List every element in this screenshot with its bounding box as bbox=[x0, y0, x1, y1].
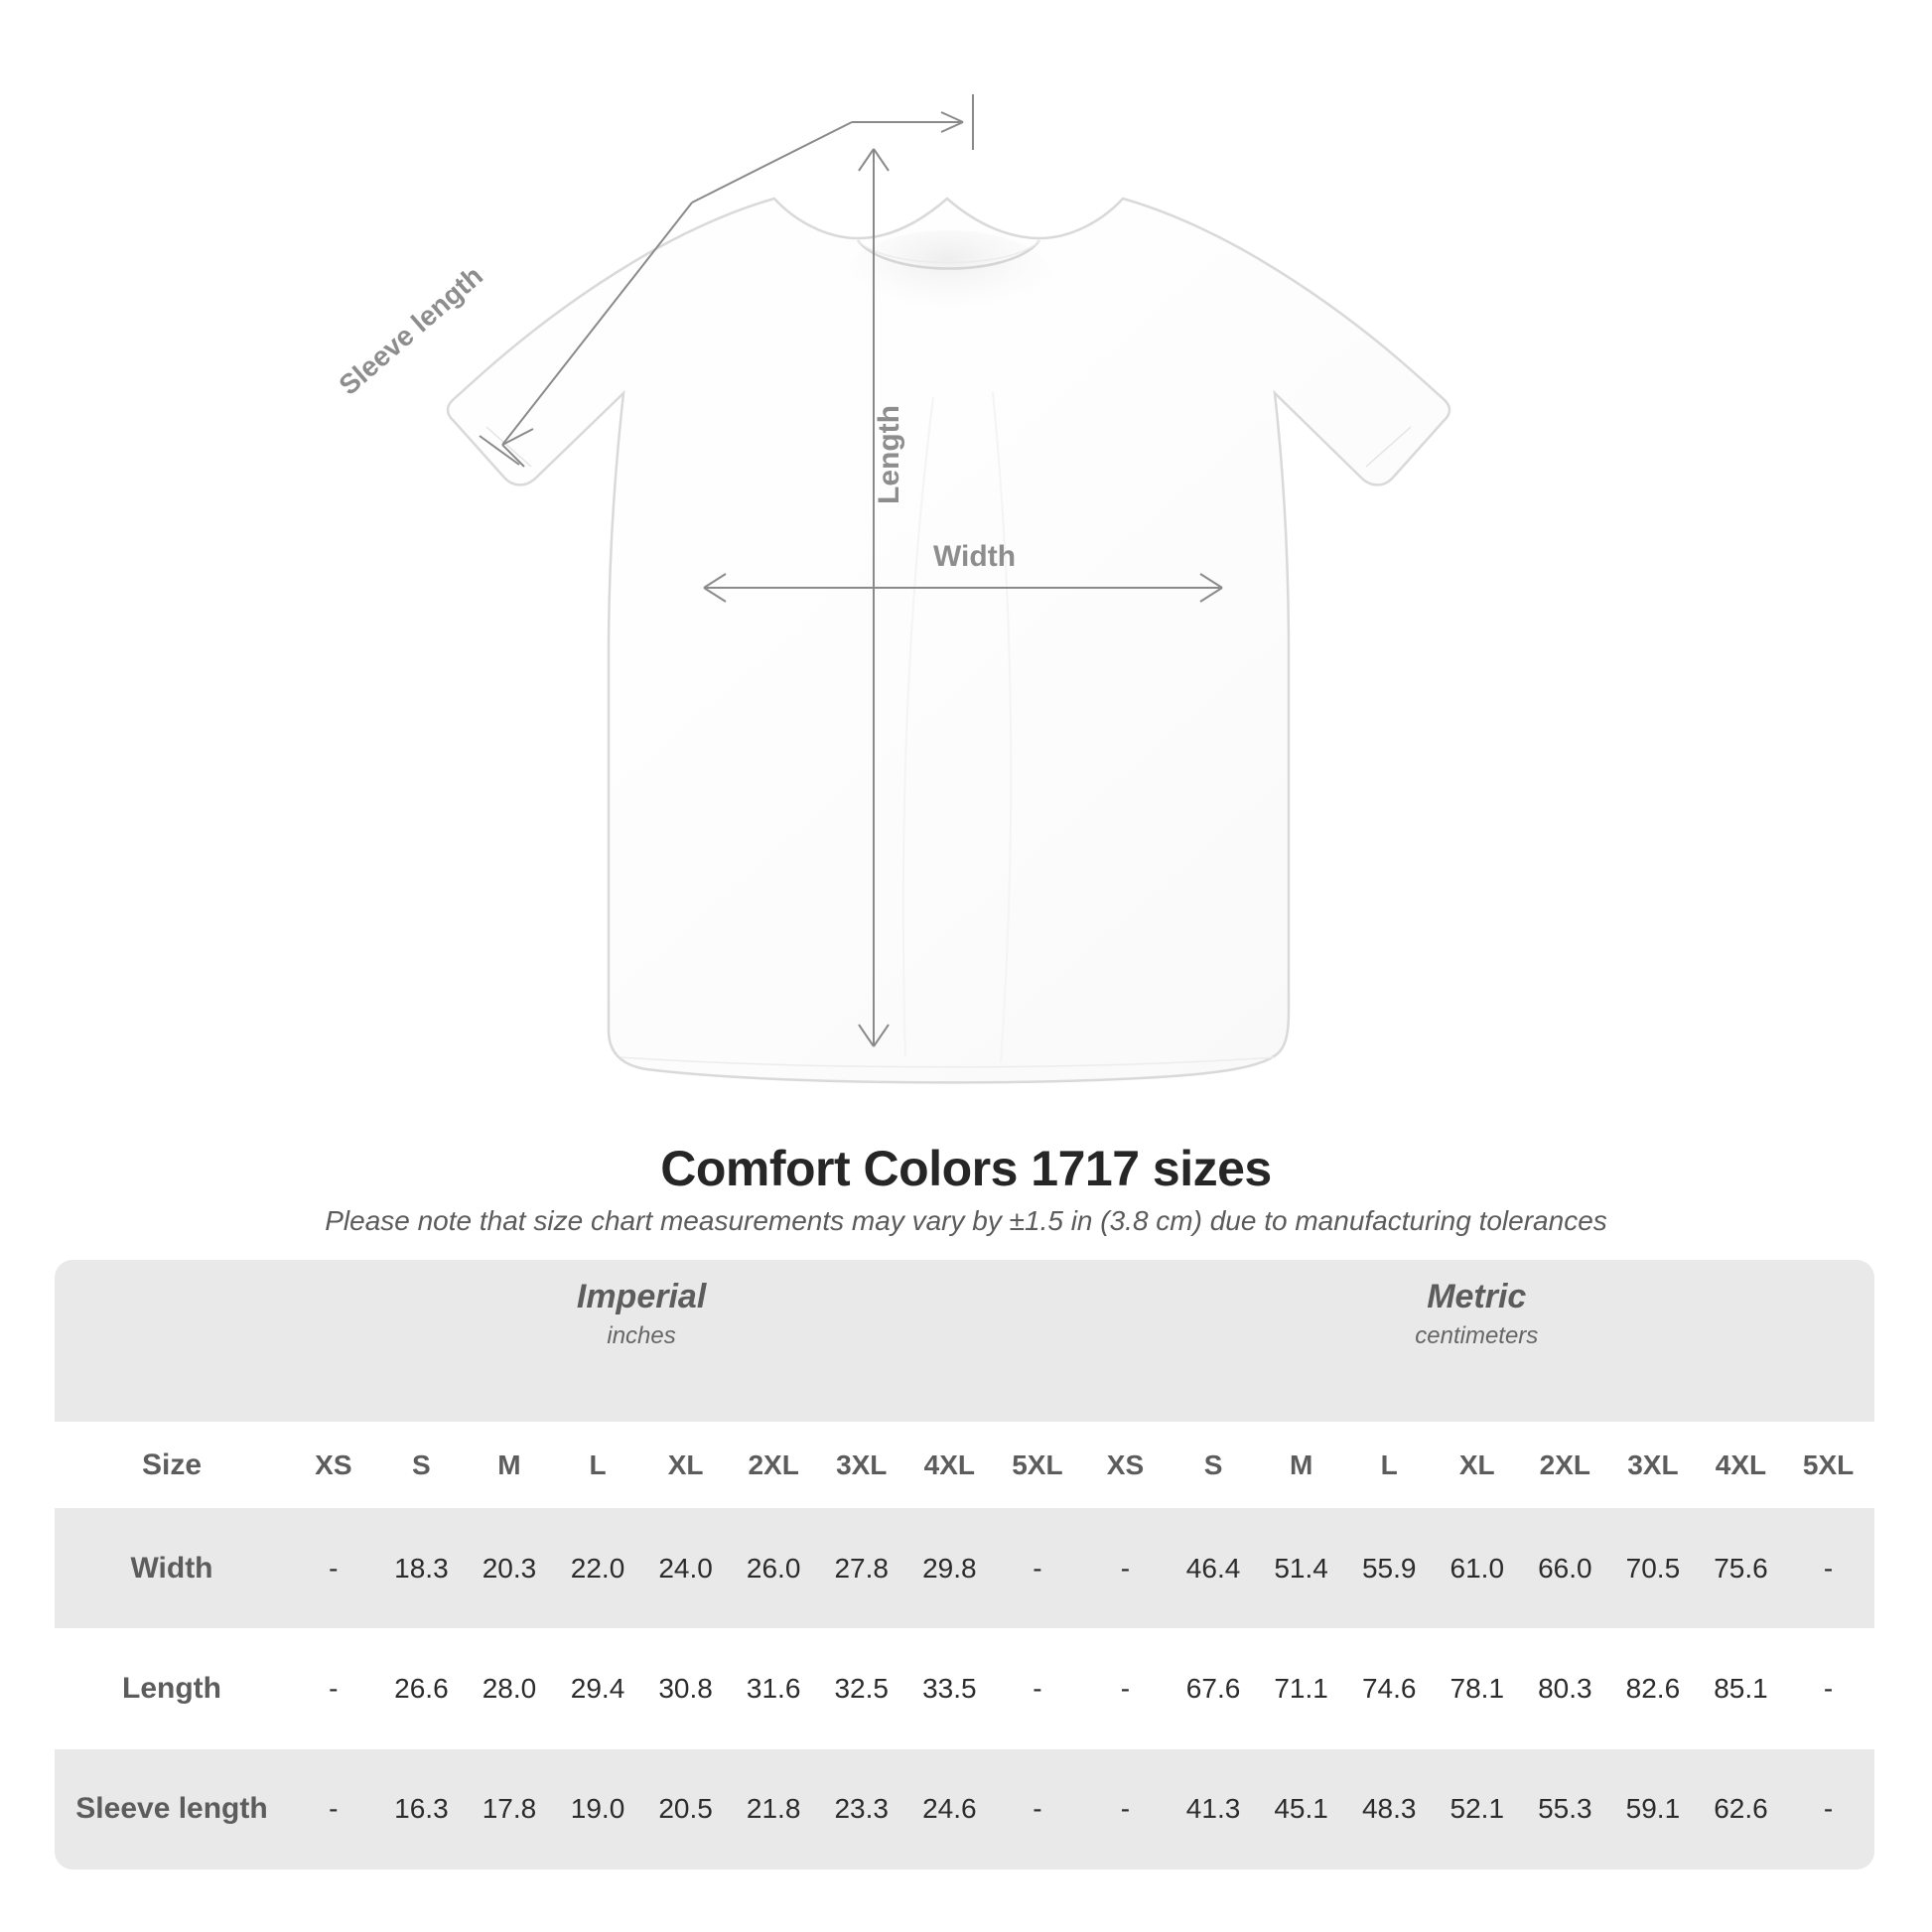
svg-text:Sleeve length: Sleeve length bbox=[333, 260, 488, 401]
svg-text:Length: Length bbox=[873, 405, 905, 504]
svg-text:Width: Width bbox=[933, 540, 1016, 573]
